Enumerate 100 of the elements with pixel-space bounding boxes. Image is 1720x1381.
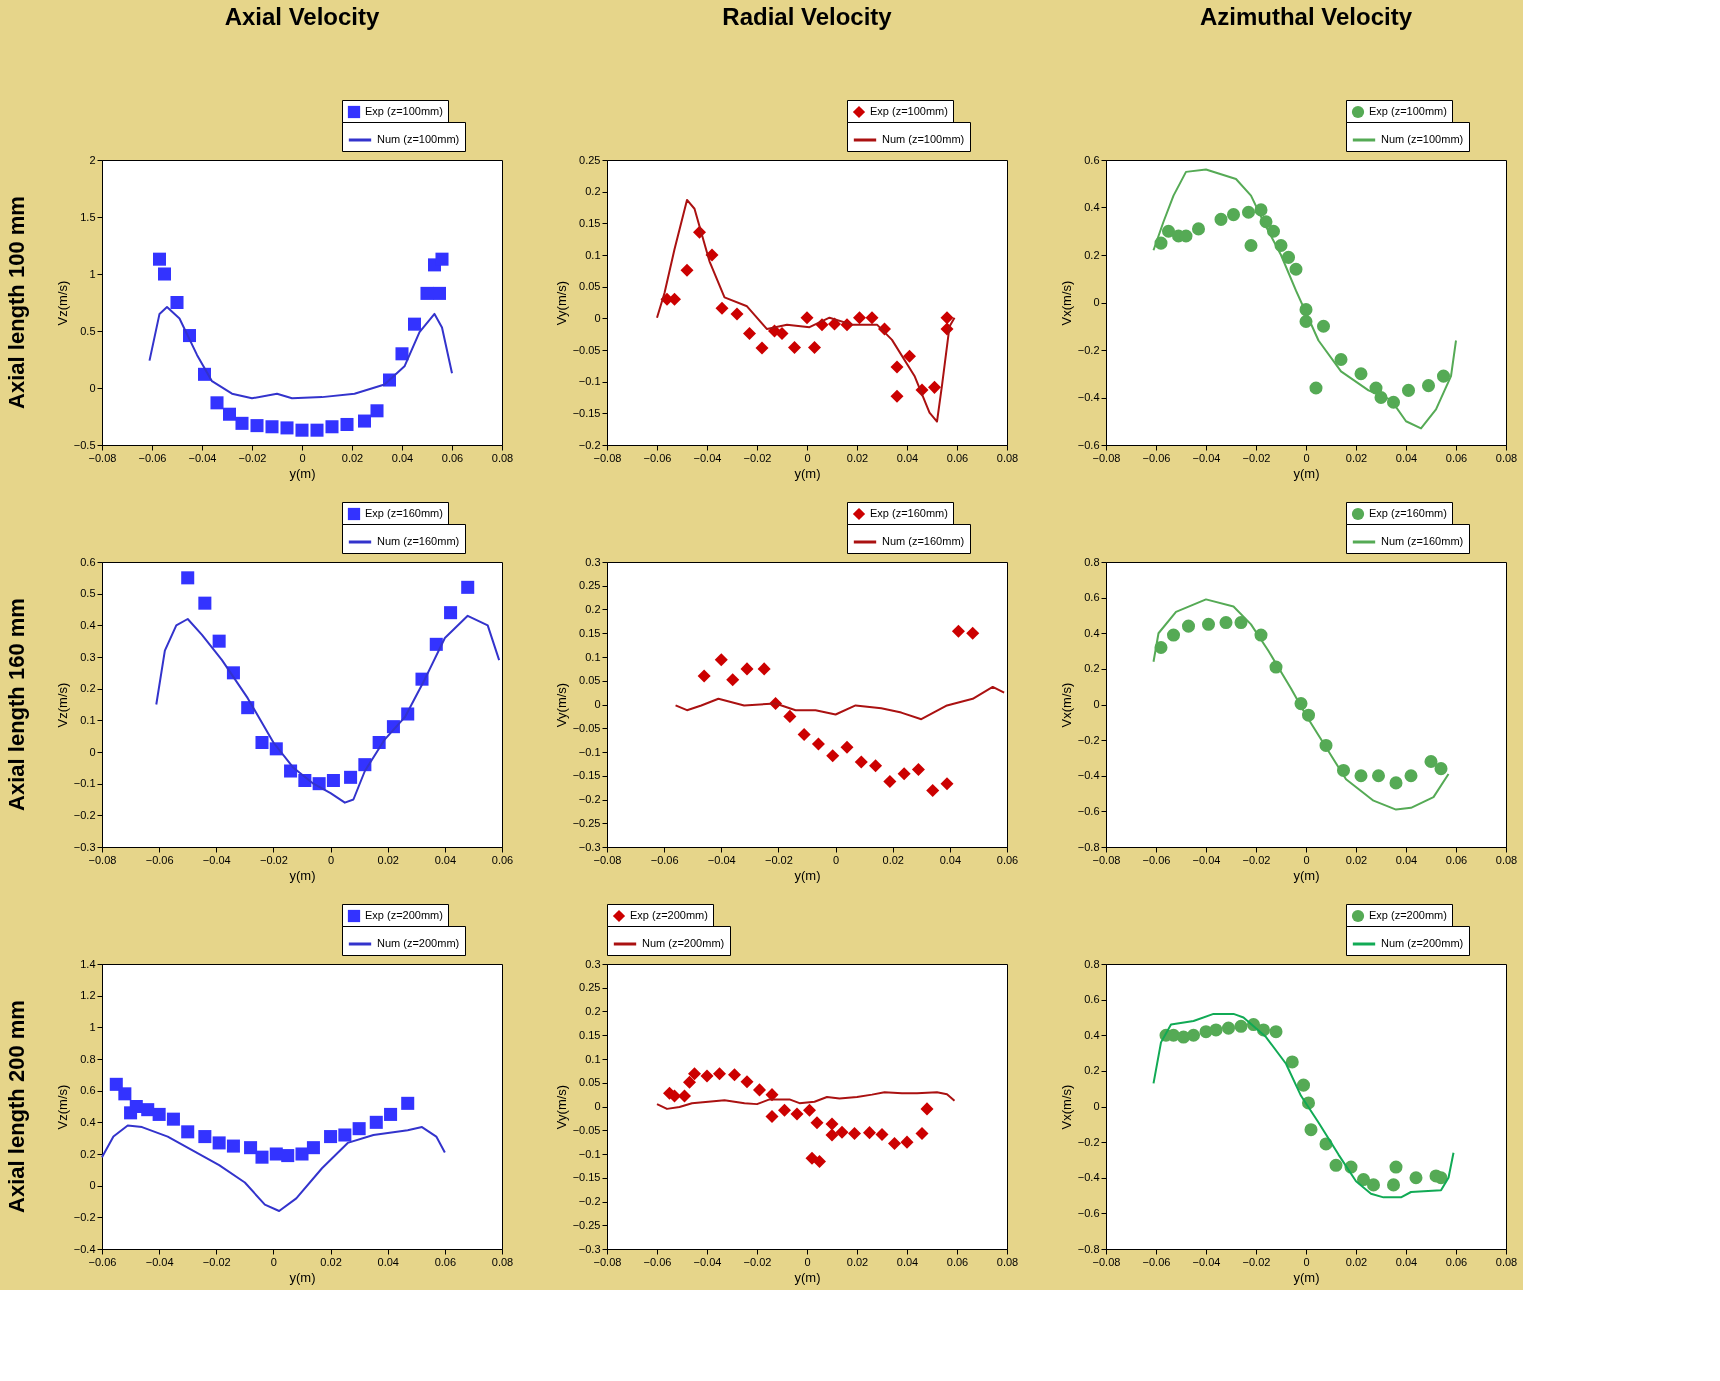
- y-tick-label: 0.3: [585, 555, 601, 568]
- y-axis-title: Vy(m/s): [553, 682, 569, 728]
- y-tick-label: 0.3: [80, 650, 96, 663]
- line-series: [101, 1124, 446, 1212]
- point: [340, 417, 354, 431]
- point: [1219, 616, 1233, 630]
- y-tick-label: 0.05: [579, 1076, 601, 1089]
- point: [1436, 369, 1451, 383]
- y-tick-label: −0.15: [572, 406, 601, 419]
- x-tick-label: −0.08: [593, 853, 622, 866]
- legend-label: Num (z=200mm): [1381, 937, 1464, 949]
- legend-label: Exp (z=100mm): [365, 105, 443, 117]
- x-tick-label: −0.06: [650, 853, 679, 866]
- point: [226, 1139, 240, 1153]
- point: [927, 380, 942, 394]
- y-tick-label: 0.1: [80, 713, 96, 726]
- point: [1404, 769, 1418, 783]
- x-tick-label: 0.06: [1445, 1255, 1468, 1268]
- point: [812, 1155, 827, 1169]
- point: [212, 634, 226, 648]
- point: [1214, 212, 1228, 226]
- point: [715, 301, 729, 315]
- point: [890, 389, 904, 403]
- x-tick-label: 0.08: [1495, 1255, 1518, 1268]
- point: [727, 1068, 742, 1082]
- y-axis-title: Vy(m/s): [553, 1084, 569, 1130]
- x-tick-label: −0.08: [1092, 1255, 1121, 1268]
- y-tick-label: 0: [594, 698, 601, 710]
- legend-label: Num (z=200mm): [377, 937, 460, 949]
- point: [1434, 762, 1448, 776]
- point: [807, 340, 822, 354]
- y-tick-label: 0: [594, 311, 601, 324]
- point: [714, 653, 728, 667]
- y-tick-label: 0.8: [1084, 555, 1100, 568]
- text: Axial length 100 mm: [4, 196, 29, 409]
- point: [677, 1089, 692, 1103]
- y-tick-label: 0: [89, 1179, 96, 1192]
- point: [1421, 379, 1436, 393]
- y-tick-label: −0.15: [572, 1171, 601, 1184]
- point: [295, 1147, 309, 1161]
- point: [1354, 367, 1368, 381]
- point: [1371, 769, 1386, 783]
- point: [1226, 208, 1241, 222]
- point: [826, 749, 840, 763]
- x-tick-label: 0.04: [434, 853, 457, 866]
- y-tick-label: 0.05: [579, 280, 601, 293]
- point: [369, 1115, 383, 1129]
- point: [1434, 1171, 1448, 1185]
- point: [897, 767, 911, 781]
- point: [687, 1067, 702, 1081]
- y-tick-label: 0.6: [1084, 993, 1100, 1006]
- x-tick-label: 0.06: [1445, 451, 1468, 464]
- point: [1354, 769, 1368, 783]
- x-tick-label: 0: [1303, 1255, 1310, 1268]
- point: [854, 755, 868, 769]
- point: [742, 327, 757, 341]
- point: [338, 1128, 352, 1142]
- x-axis-title: y(m): [794, 1269, 821, 1285]
- y-axis-title: Vx(m/s): [1058, 1084, 1074, 1130]
- x-tick-label: 0.08: [996, 451, 1019, 464]
- y-tick-label: 0: [1093, 296, 1100, 308]
- point: [890, 360, 904, 374]
- x-tick-label: 0.06: [434, 1255, 457, 1268]
- x-tick-label: −0.02: [1242, 1255, 1271, 1268]
- x-tick-label: 0.04: [391, 451, 414, 464]
- point: [966, 626, 980, 640]
- line-series: [155, 614, 501, 804]
- x-tick-label: 0.08: [491, 451, 514, 464]
- y-tick-label: −0.2: [73, 1210, 96, 1223]
- line-series: [1152, 168, 1457, 430]
- line-series: [1152, 1012, 1455, 1199]
- point: [1356, 1173, 1371, 1187]
- point: [324, 1130, 338, 1144]
- x-tick-label: 0: [1303, 853, 1310, 866]
- x-tick-label: 0.02: [846, 1255, 869, 1268]
- y-tick-label: 0.15: [579, 626, 601, 639]
- x-tick-label: −0.08: [88, 853, 117, 866]
- point: [783, 709, 797, 723]
- point: [712, 1067, 727, 1081]
- y-tick-label: −0.3: [578, 840, 601, 853]
- x-tick-label: −0.06: [643, 1255, 672, 1268]
- point: [777, 1103, 792, 1117]
- point: [325, 420, 339, 434]
- x-tick-label: 0.02: [341, 451, 364, 464]
- point: [883, 774, 897, 788]
- y-tick-label: 1: [89, 267, 96, 280]
- y-tick-label: 0.4: [80, 618, 96, 631]
- point: [926, 783, 940, 797]
- point: [940, 311, 954, 325]
- x-tick-label: −0.02: [765, 853, 793, 866]
- x-tick-label: 0.02: [882, 853, 904, 866]
- x-tick-label: −0.04: [145, 1255, 174, 1268]
- x-tick-label: −0.04: [1192, 1255, 1221, 1268]
- y-tick-label: 0.25: [579, 981, 601, 994]
- point: [357, 414, 372, 428]
- y-tick-label: 0.25: [579, 153, 601, 166]
- legend-label: Exp (z=160mm): [1369, 507, 1447, 519]
- y-tick-label: −0.3: [73, 840, 96, 853]
- y-tick-label: 0.25: [579, 579, 601, 592]
- point: [875, 1128, 889, 1142]
